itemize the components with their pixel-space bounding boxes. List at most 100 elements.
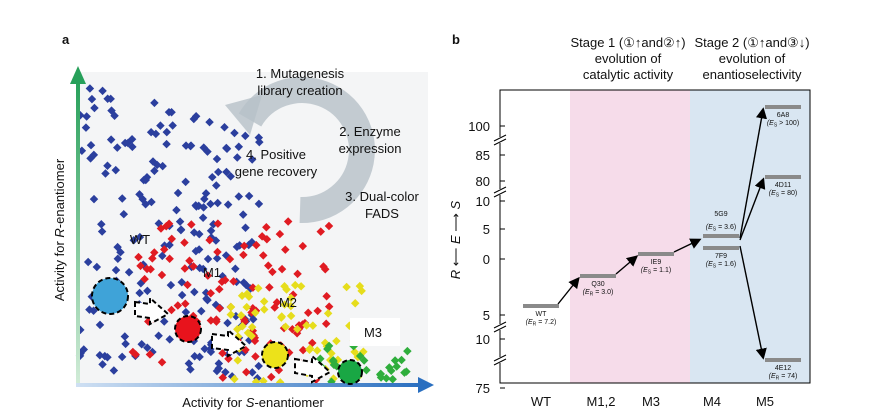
note-part: S <box>774 123 778 129</box>
scatter-point <box>206 199 215 209</box>
scatter-point <box>268 267 277 277</box>
scatter-point <box>166 280 176 290</box>
note-part: S <box>648 270 652 276</box>
scatter-point <box>111 265 121 275</box>
group-label: M3 <box>364 325 382 340</box>
y-tick-label: 0 <box>483 252 490 267</box>
scatter-point <box>159 245 169 254</box>
scatter-point <box>257 232 267 241</box>
scatter-point <box>293 324 302 334</box>
axis-break-gap <box>495 189 505 195</box>
scatter-point <box>288 325 297 334</box>
scatter-point <box>213 219 223 228</box>
panel-a-text: 1. Mutagenesis library creation 2. Enzyme e… <box>130 66 420 340</box>
selection-circles <box>91 277 363 385</box>
scatter-point <box>176 225 186 234</box>
scatter-point <box>89 306 98 315</box>
scatter-point <box>164 107 174 117</box>
scatter-point <box>200 344 209 354</box>
scatter-point <box>286 311 296 321</box>
scatter-point <box>214 167 223 177</box>
scatter-point <box>173 301 183 310</box>
stage-text: enantioselectivity <box>703 67 802 82</box>
note-part: (E <box>526 319 533 326</box>
note-part: = 74) <box>779 373 797 380</box>
label-part: S <box>246 395 255 410</box>
scatter-point <box>90 103 99 113</box>
scatter-point <box>147 197 156 207</box>
scatter-point <box>116 248 125 257</box>
y-tick-label: 5 <box>483 308 490 323</box>
scatter-point <box>109 366 119 375</box>
y-axis-label: Activity for R-enantiomer <box>52 158 67 301</box>
scatter-point <box>402 367 411 376</box>
level-bar <box>703 246 739 250</box>
note-part: R <box>776 376 780 382</box>
scatter-point <box>87 94 97 104</box>
scatter-point <box>223 200 233 209</box>
scatter-point <box>199 143 208 152</box>
scatter-point <box>106 135 116 144</box>
scatter-point <box>254 284 263 293</box>
panel-label: a <box>62 32 70 47</box>
scatter-point <box>162 139 171 149</box>
scatter-point <box>181 307 191 317</box>
scatter-point <box>205 117 214 127</box>
scatter-point <box>175 217 185 226</box>
note-part: (E <box>641 267 648 274</box>
label-part: S <box>448 200 463 209</box>
step-text: gene recovery <box>235 164 318 179</box>
scatter-point <box>79 345 89 354</box>
cycle-arrow <box>238 77 375 224</box>
step-text: 2. Enzyme <box>339 124 400 139</box>
scatter-point <box>135 288 144 298</box>
axis-break-gap <box>495 137 505 143</box>
scatter-point <box>195 263 204 273</box>
scatter-point <box>254 361 263 371</box>
scatter-point <box>244 292 254 301</box>
axis-break <box>493 186 507 198</box>
note-part: S <box>776 193 780 199</box>
scatter-point <box>233 356 243 365</box>
scatter-point <box>111 165 120 175</box>
scatter-point <box>222 143 231 153</box>
arrow <box>557 276 580 305</box>
note-part: > 100) <box>777 120 799 127</box>
scatter-point <box>251 352 260 361</box>
scatter-point <box>312 346 322 355</box>
scatter-point <box>232 242 242 252</box>
scatter-point <box>206 347 216 357</box>
scatter-point <box>226 310 236 319</box>
scatter-point <box>106 94 115 104</box>
scatter-point <box>277 264 287 274</box>
note-part: S <box>713 227 717 233</box>
note-part: = 80) <box>779 190 797 197</box>
arrow <box>739 107 768 239</box>
note-part: R <box>590 292 594 298</box>
scatter-point <box>186 141 196 150</box>
scatter-point <box>183 280 192 290</box>
scatter-point <box>222 167 231 177</box>
scatter-point <box>165 335 174 344</box>
scatter-point <box>388 375 397 384</box>
x-axis-label: Activity for S-enantiomer <box>182 395 324 410</box>
scatter-point <box>230 128 239 138</box>
note-part: = 1.6) <box>716 261 736 268</box>
scatter-point <box>272 298 282 307</box>
scatter-point <box>206 288 215 298</box>
note-part: = 1.1) <box>651 267 671 274</box>
scatter-point <box>259 297 269 306</box>
scatter-point <box>359 356 369 365</box>
scatter-point <box>234 192 244 201</box>
level-bar <box>765 175 801 179</box>
scatter-point <box>290 280 300 290</box>
scatter-point <box>158 251 167 261</box>
scatter-point <box>158 161 167 171</box>
group-label: M1 <box>203 265 221 280</box>
scatter-point <box>145 350 155 359</box>
scatter-point <box>97 219 106 229</box>
scatter-point <box>203 254 213 264</box>
column-label: M5 <box>756 394 774 409</box>
scatter-point <box>98 86 107 96</box>
scatter-point <box>247 155 257 164</box>
